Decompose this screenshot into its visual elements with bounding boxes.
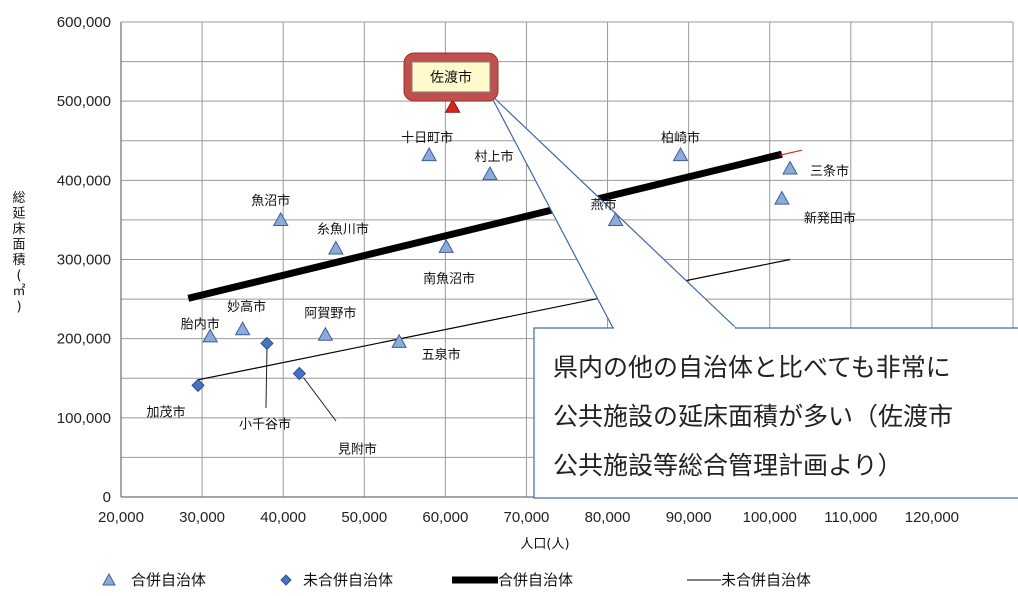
point-merged	[672, 146, 689, 162]
x-tick-label: 110,000	[824, 509, 877, 526]
x-tick-label: 30,000	[179, 509, 225, 526]
legend: 合併自治体 未合併自治体 合併自治体 未合併自治体	[102, 571, 811, 589]
trendline-merged	[187, 150, 783, 302]
point-merged	[391, 333, 407, 348]
point-unmerged	[292, 366, 307, 381]
point-label: 新発田市	[804, 211, 856, 227]
y-axis-title-char: ㎡	[12, 284, 25, 299]
x-tick-label: 50,000	[341, 509, 387, 526]
point-label: 妙高市	[227, 299, 266, 315]
tick-labels: 20,000 30,000 40,000 50,000 60,000 70,000 80,0…	[57, 14, 959, 526]
point-label: 燕市	[591, 197, 617, 213]
point-label: 魚沼市	[251, 193, 290, 209]
y-tick-label: 400,000	[57, 172, 111, 189]
legend-label-merged: 合併自治体	[131, 571, 206, 589]
point-merged	[774, 190, 790, 205]
y-axis-title-char: 総	[12, 191, 25, 206]
y-tick-label: 500,000	[57, 93, 111, 110]
point-unmerged	[191, 378, 205, 393]
point-label: 柏崎市	[661, 130, 700, 146]
legend-label-trend-merged: 合併自治体	[498, 571, 573, 589]
y-tick-label: 0	[103, 489, 111, 506]
point-merged	[421, 146, 437, 162]
highlight-label-box	[411, 61, 491, 93]
x-tick-label: 90,000	[666, 509, 712, 526]
callout: 県内の他の自治体と比べても非常に公共施設の延床面積が多い（佐渡市公共施設等総合管…	[489, 93, 1018, 499]
point-merged	[317, 326, 334, 341]
x-tick-label: 60,000	[422, 509, 468, 526]
point-merged	[272, 211, 289, 227]
x-tick-label: 40,000	[260, 509, 306, 526]
y-tick-label: 600,000	[57, 14, 111, 31]
point-label: 十日町市	[401, 130, 453, 146]
x-tick-label: 70,000	[504, 509, 550, 526]
point-label: 五泉市	[422, 347, 461, 363]
x-tick-label: 20,000	[98, 509, 144, 526]
callout-text-line: 公共施設等総合管理計画より）	[553, 451, 903, 480]
point-unmerged	[260, 336, 274, 351]
legend-marker-unmerged	[280, 574, 292, 586]
y-axis-title-char: 積	[12, 253, 25, 268]
point-merged	[234, 321, 251, 336]
y-axis-title-char: 面	[12, 238, 25, 253]
x-tick-label: 120,000	[905, 509, 959, 526]
point-label: 三条市	[810, 163, 849, 179]
point-merged	[438, 238, 455, 253]
legend-label-unmerged: 未合併自治体	[303, 571, 393, 589]
point-label: 糸魚川市	[317, 221, 369, 237]
point-merged	[782, 160, 798, 175]
x-axis-title: 人口(人)	[520, 537, 569, 552]
point-merged	[482, 165, 498, 181]
point-label: 佐渡市	[430, 69, 472, 86]
y-axis-title-char: )	[16, 300, 21, 315]
y-axis-title-char: 床	[12, 222, 25, 237]
x-tick-label: 100,000	[743, 509, 797, 526]
point-label: 阿賀野市	[304, 306, 356, 322]
point-label: 南魚沼市	[423, 271, 475, 287]
legend-marker-merged	[102, 572, 116, 586]
leader-line	[302, 377, 337, 422]
callout-text-line: 県内の他の自治体と比べても非常に	[553, 353, 951, 382]
point-label: 胎内市	[181, 316, 220, 332]
point-label: 見附市	[338, 442, 377, 458]
leader-line	[265, 349, 268, 409]
y-tick-label: 300,000	[57, 252, 111, 269]
y-axis-title-char: (	[16, 269, 21, 284]
data-points	[191, 98, 798, 393]
callout-text-line: 公共施設の延床面積が多い（佐渡市	[553, 402, 953, 431]
y-tick-label: 200,000	[57, 331, 111, 348]
legend-label-trend-unmerged: 未合併自治体	[721, 571, 811, 589]
trendline-unmerged	[197, 258, 791, 381]
trendline-merged-tail	[779, 149, 803, 156]
point-merged	[444, 98, 461, 113]
y-axis-title-char: 延	[12, 207, 25, 222]
point-merged	[607, 211, 624, 227]
point-merged	[202, 328, 219, 343]
trendlines	[187, 149, 803, 381]
y-tick-label: 100,000	[57, 410, 111, 427]
callout-box	[533, 327, 1018, 499]
x-tick-label: 80,000	[585, 509, 631, 526]
point-label: 加茂市	[147, 404, 186, 420]
point-merged	[328, 240, 344, 255]
point-label: 村上市	[474, 149, 513, 165]
point-label: 小千谷市	[239, 416, 291, 432]
